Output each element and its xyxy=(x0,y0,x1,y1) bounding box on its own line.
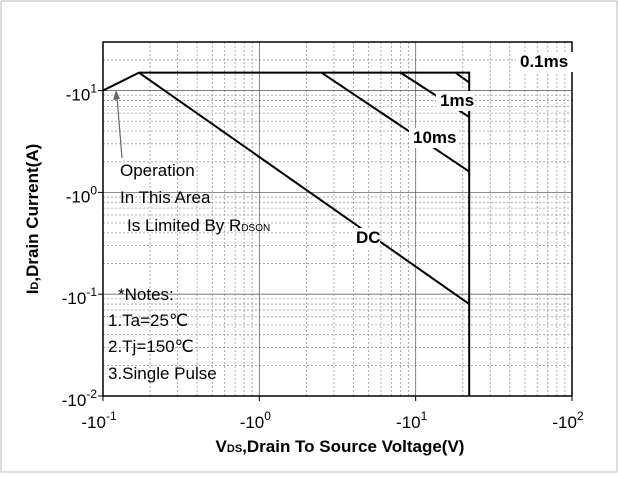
curve xyxy=(138,71,470,305)
tick-exponent: -1 xyxy=(86,285,97,299)
tick-base: -10 xyxy=(66,187,91,206)
tick-exponent: -2 xyxy=(86,387,97,401)
annotation-sub: DSON xyxy=(241,223,270,234)
annotation: 1.Ta=25℃ xyxy=(108,311,188,330)
tick-label: -101 xyxy=(396,409,428,432)
label-bg xyxy=(352,228,380,248)
x-label-part: ,Drain To Source Voltage(V) xyxy=(242,437,464,456)
x-label-sub: DS xyxy=(227,443,242,455)
tick-label: -102 xyxy=(552,409,584,432)
tick-base: -10 xyxy=(240,413,265,432)
tick-exponent: 0 xyxy=(90,183,97,197)
label-bg xyxy=(516,52,574,72)
curve-label: 1ms xyxy=(440,91,474,110)
curve-label: 10ms xyxy=(413,128,456,147)
y-label-sub: D xyxy=(29,282,41,290)
tick-exponent: 1 xyxy=(90,82,97,96)
x-axis-label: VDS,Drain To Source Voltage(V) xyxy=(216,437,465,456)
tick-exponent: -1 xyxy=(106,409,117,423)
x-label-part: V xyxy=(216,437,228,456)
curve xyxy=(454,71,470,84)
y-label-part: ,Drain Current(A) xyxy=(23,144,42,282)
tick-label: -10-1 xyxy=(81,409,117,432)
tick-exponent: 0 xyxy=(264,409,271,423)
y-label-part: I xyxy=(23,290,42,295)
tick-base: -10 xyxy=(62,391,87,410)
tick-base: -10 xyxy=(62,289,87,308)
tick-label: -101 xyxy=(66,82,98,105)
label-bg xyxy=(436,91,474,111)
curve xyxy=(320,71,470,173)
tick-exponent: 2 xyxy=(577,409,584,423)
tick-exponent: 1 xyxy=(421,409,428,423)
label-bg xyxy=(409,128,457,148)
curve-label: 0.1ms xyxy=(520,52,568,71)
tick-label: -10-2 xyxy=(62,387,98,410)
annotation-part: Is Limited By R xyxy=(127,216,241,235)
arrow-head xyxy=(113,90,120,100)
tick-base: -10 xyxy=(552,413,577,432)
plot-frame xyxy=(102,41,573,397)
tick-label: -10-1 xyxy=(62,285,98,308)
tick-base: -10 xyxy=(66,86,91,105)
annotation: Operation xyxy=(120,161,195,180)
tick-base: -10 xyxy=(81,413,106,432)
y-axis-label: ID,Drain Current(A) xyxy=(23,144,42,295)
annotation: 3.Single Pulse xyxy=(108,364,217,383)
annotation: 2.Tj=150℃ xyxy=(108,337,194,356)
annotation: Is Limited By RDSON xyxy=(127,216,270,235)
curve xyxy=(102,71,471,396)
annotation: In This Area xyxy=(120,188,211,207)
tick-label: -100 xyxy=(240,409,272,432)
curve-label: DC xyxy=(356,228,381,247)
tick-label: -100 xyxy=(66,183,98,206)
tick-base: -10 xyxy=(396,413,421,432)
annotation: *Notes: xyxy=(118,285,174,304)
arrow xyxy=(116,96,123,159)
